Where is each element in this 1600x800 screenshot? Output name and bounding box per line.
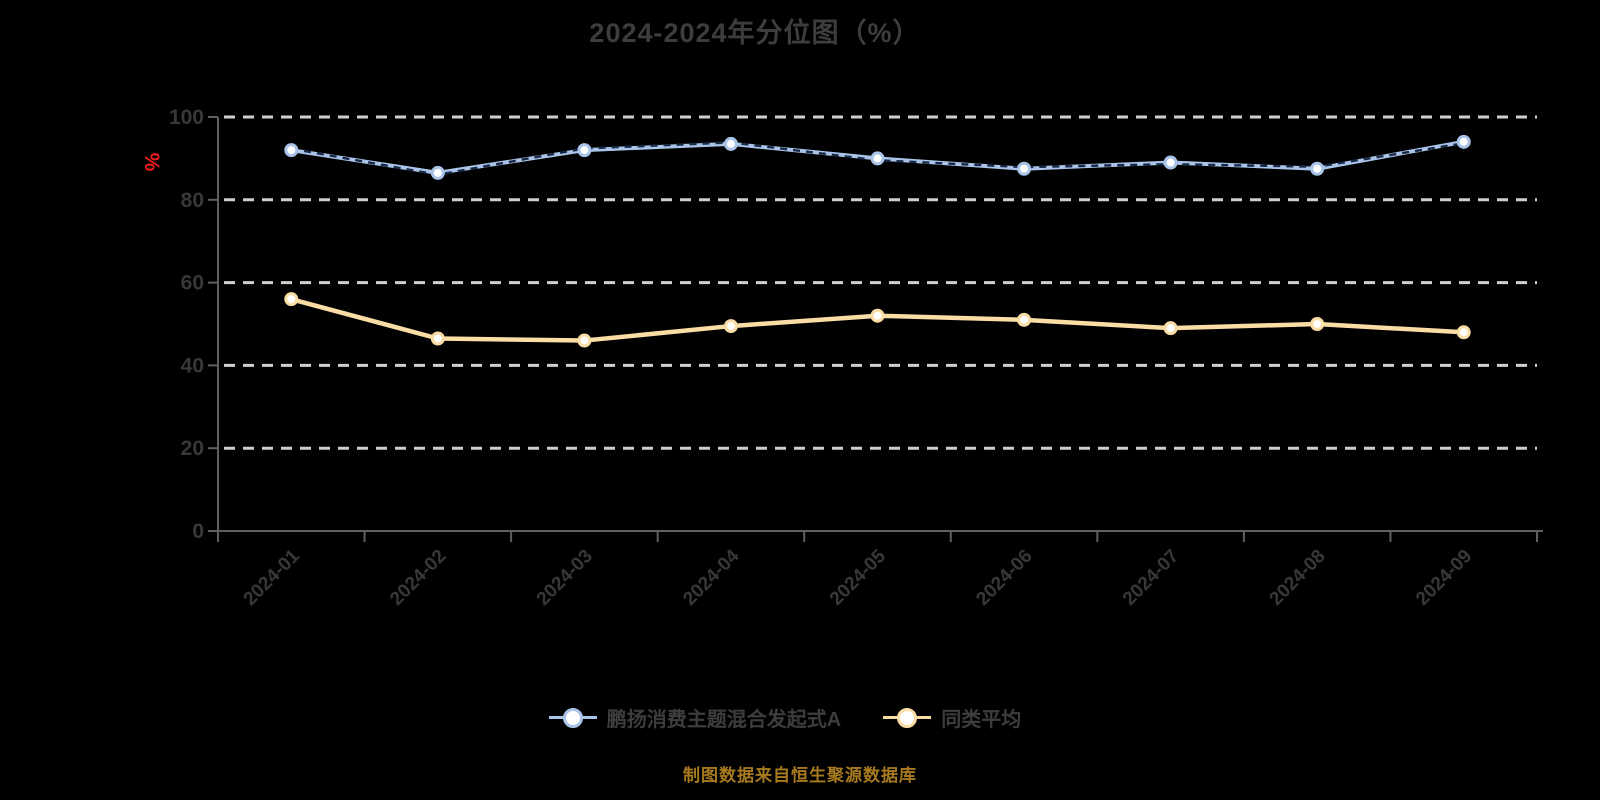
legend-item-fund[interactable]: 鹏扬消费主题混合发起式A	[548, 703, 842, 732]
marker-average	[1017, 312, 1032, 327]
y-tick-label: 60	[181, 272, 204, 295]
marker-fund	[870, 151, 885, 166]
x-tick-label: 2024-06	[972, 546, 1036, 610]
x-tick-label: 2024-02	[386, 546, 450, 610]
marker-fund	[723, 136, 738, 151]
marker-fund	[430, 165, 445, 180]
marker-average	[430, 331, 445, 346]
y-tick-label: 0	[192, 520, 204, 543]
marker-fund	[1456, 134, 1471, 149]
y-tick-label: 100	[169, 106, 204, 129]
x-tick-label: 2024-05	[826, 545, 890, 609]
y-tick-label: 40	[181, 354, 204, 377]
marker-average	[1310, 317, 1325, 331]
marker-average	[1163, 321, 1178, 336]
x-tick-label: 2024-09	[1412, 546, 1476, 610]
marker-fund	[577, 143, 592, 158]
x-tick-label: 2024-01	[240, 545, 304, 609]
marker-fund	[1017, 161, 1032, 176]
marker-average	[870, 308, 885, 323]
legend-label-fund: 鹏扬消费主题混合发起式A	[606, 709, 842, 731]
marker-average	[284, 292, 299, 307]
y-tick-label: 20	[181, 437, 204, 460]
marker-fund	[1163, 155, 1178, 170]
x-tick-label: 2024-04	[679, 545, 743, 609]
legend-item-average[interactable]: 同类平均	[883, 703, 1021, 732]
x-tick-label: 2024-03	[533, 546, 597, 610]
y-axis-unit-label: %	[140, 153, 163, 172]
marker-average	[723, 319, 738, 334]
chart-title: 2024-2024年分位图（%）	[589, 18, 921, 48]
x-tick-label: 2024-07	[1119, 546, 1183, 610]
marker-fund	[1310, 161, 1325, 176]
data-source-caption: 制图数据来自恒生聚源数据库	[683, 766, 917, 785]
marker-fund	[284, 143, 299, 158]
fund-legend-marker-icon	[548, 707, 597, 729]
marker-average	[577, 333, 592, 348]
marker-average	[1456, 325, 1471, 340]
legend-label-average: 同类平均	[941, 709, 1022, 731]
average-legend-marker-icon	[883, 707, 932, 729]
legend: 鹏扬消费主题混合发起式A 同类平均	[0, 703, 1570, 732]
series-line-fund-dashed-overlay	[291, 141, 1464, 176]
y-tick-label: 80	[181, 189, 204, 212]
x-tick-label: 2024-08	[1266, 546, 1330, 610]
